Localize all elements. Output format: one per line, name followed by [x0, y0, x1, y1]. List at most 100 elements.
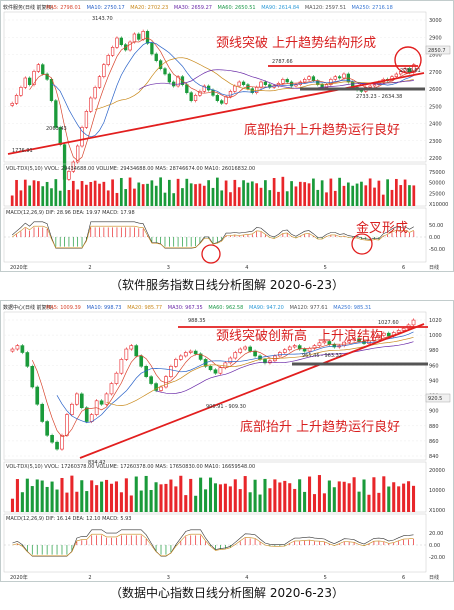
volume-bar: [144, 475, 148, 512]
candle-body: [50, 435, 54, 443]
volume-bar: [163, 192, 167, 206]
volume-bar: [233, 479, 237, 512]
ma-legend-3: MA30: 967.35: [168, 305, 203, 311]
volume-bar: [133, 188, 136, 206]
macd-tick: 0.00: [429, 235, 440, 241]
candle-body: [333, 76, 337, 80]
volume-bar: [154, 185, 158, 206]
volume-bar: [37, 181, 40, 206]
volume-bar: [263, 478, 267, 512]
volume-bar: [367, 494, 371, 512]
volume-bar: [312, 494, 317, 512]
volume-bar: [408, 185, 411, 206]
ma-legend-6: MA120: 2597.51: [305, 5, 346, 11]
ma-legend-1: MA10: 998.73: [87, 305, 122, 311]
volume-bar: [381, 194, 385, 206]
volume-bar: [134, 476, 138, 512]
candle-body: [401, 328, 406, 331]
price-low: 834.42: [88, 460, 106, 466]
data-center-chart: 数据中心(日线 前复权)MA5: 1009.39 MA10: 998.73 MA20…: [0, 300, 454, 582]
volume-label: VOL-TDX(5,10) VVOL: 29434688.00 VOLUME: …: [6, 166, 255, 172]
candle-body: [253, 350, 257, 357]
price-neck: 988.35: [188, 318, 206, 324]
macd-circle-1: [201, 244, 221, 264]
candle-body: [292, 345, 297, 348]
macd-dif-line: [12, 529, 414, 557]
ma-line-20: [94, 57, 414, 111]
y-tick-label: 880: [429, 424, 439, 430]
y-tick-label: 2600: [429, 87, 442, 93]
macd-dea-line: [12, 533, 414, 557]
volume-bar: [89, 182, 93, 206]
candle-body: [347, 339, 351, 343]
candle-body: [141, 31, 145, 40]
candle-body: [381, 332, 386, 336]
annotation-macd: 金叉形成: [356, 220, 408, 236]
candle-body: [198, 353, 203, 360]
volume-bar: [360, 181, 363, 206]
candle-body: [97, 76, 102, 88]
volume-tick: 10000: [429, 488, 445, 494]
software-services-chart: 软件服务(日线 前复权)MA5: 2798.01 MA10: 2750.17 MA2…: [0, 0, 454, 272]
volume-bar: [258, 494, 262, 512]
annotation-bottom: 底部抬升上升趋势运行良好: [244, 122, 400, 138]
macd-label: MACD(12,26,9) DIF: 16.14 DEA: 12.10 MACD…: [6, 516, 131, 522]
y-tick-label: 2200: [429, 156, 442, 162]
candle-body: [60, 435, 64, 450]
candle-body: [15, 345, 20, 350]
volume-bar: [30, 486, 34, 512]
volume-bar: [223, 483, 227, 512]
volume-bar: [246, 182, 250, 206]
candle-body: [237, 81, 241, 87]
candle-body: [202, 85, 206, 92]
candle-body: [281, 79, 285, 84]
ma-legend-4: MA60: 962.58: [208, 305, 243, 311]
volume-bar: [28, 185, 31, 206]
volume-bar: [382, 476, 386, 512]
y-tick-label: 980: [429, 348, 439, 354]
candle-body: [119, 37, 123, 45]
chart-title: 软件服务(日线 前复权): [3, 4, 54, 11]
volume-bar: [402, 483, 406, 512]
volume-bar: [386, 179, 389, 206]
volume-bar: [403, 179, 407, 206]
ma-legend-0: MA5: 2798.01: [46, 5, 81, 11]
volume-bar: [277, 191, 280, 206]
y-tick-label: 1020: [429, 318, 442, 324]
volume-bar: [85, 184, 88, 206]
volume-bar: [76, 189, 80, 206]
candle-body: [75, 393, 79, 405]
volume-bar: [290, 181, 293, 206]
y-tick-label: 2800: [429, 53, 442, 59]
candle-body: [193, 350, 198, 355]
volume-bar: [250, 181, 254, 206]
macd-circle-2: [351, 233, 373, 255]
candle-body: [294, 84, 298, 87]
candle-body: [228, 357, 233, 364]
volume-bar: [268, 488, 272, 512]
candle-body: [36, 64, 41, 72]
x-tick-label: 3: [167, 575, 170, 581]
candle-body: [45, 73, 49, 80]
volume-bar: [228, 486, 232, 512]
volume-bar: [71, 180, 75, 206]
volume-bar: [124, 189, 128, 206]
volume-bar: [397, 486, 401, 512]
candle-body: [189, 92, 193, 101]
volume-bar: [346, 182, 350, 206]
volume-bar: [159, 177, 162, 206]
volume-bar: [164, 483, 168, 512]
price-high: 3143.70: [92, 16, 113, 22]
candle-body: [164, 376, 168, 388]
volume-bar: [355, 183, 359, 206]
candle-body: [137, 33, 141, 40]
candle-body: [55, 441, 59, 450]
volume-bar: [411, 485, 416, 512]
candle-body: [248, 346, 252, 352]
ma-legend-6: MA120: 977.61: [290, 305, 328, 311]
volume-bar: [105, 479, 109, 512]
volume-bar: [115, 192, 119, 206]
volume-bar: [50, 188, 53, 206]
volume-bar: [167, 179, 171, 206]
volume-bar: [357, 491, 361, 512]
